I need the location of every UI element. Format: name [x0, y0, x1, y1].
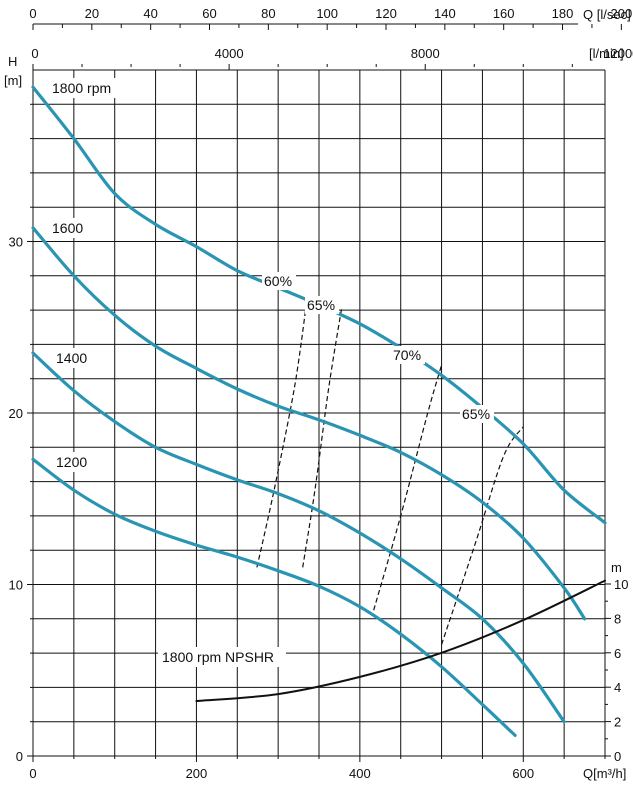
- top-axis-lsec: 0 20 40 60 80 100 120 140 160 180 200: [29, 6, 632, 30]
- label-bg: [305, 296, 339, 314]
- top-axis-lmin-tick-label: 8000: [411, 46, 440, 61]
- efficiency-line-2: [373, 364, 443, 611]
- head-axis-tick-label: 10: [9, 578, 23, 593]
- efficiency-lines: [256, 301, 524, 645]
- label-bg: [460, 405, 494, 423]
- top-axis-lmin-tick-label: 0: [31, 46, 38, 61]
- npshr-axis: 0 2 4 6 8 10: [605, 577, 628, 764]
- efficiency-label-65b: 65%: [462, 406, 490, 422]
- npshr-curve-group: [195, 579, 606, 702]
- head-curve-3: [31, 457, 517, 737]
- top-axis-lsec-tick-label: 40: [143, 6, 157, 21]
- head-curve-1: [31, 226, 587, 621]
- head-axis-tick-label: 30: [9, 235, 23, 250]
- label-bg: [262, 272, 296, 290]
- npshr-axis-tick-label: 8: [614, 611, 621, 626]
- efficiency-line-3: [441, 426, 524, 645]
- npshr-axis-tick-label: 0: [614, 749, 621, 764]
- npshr-label: 1800 rpm NPSHR: [162, 649, 274, 665]
- top-axis-lsec-tick-label: 20: [85, 6, 99, 21]
- top-axis-lsec-tick-label: 160: [493, 6, 515, 21]
- label-bg: [52, 452, 92, 472]
- npshr-axis-tick-label: 2: [614, 715, 621, 730]
- unit-labels: H [m] Q [l/sec] [l/min] m Q[m³/h]: [4, 7, 631, 781]
- top-axis-lsec-tick-label: 60: [202, 6, 216, 21]
- series-label-1200: 1200: [56, 454, 87, 470]
- top-axis-lsec-tick-label: 80: [261, 6, 275, 21]
- series-label-1600: 1600: [52, 220, 83, 236]
- label-bg: [391, 346, 425, 364]
- top-axis-lsec-tick-label: 0: [29, 6, 36, 21]
- efficiency-label-65a: 65%: [307, 297, 335, 313]
- flow-axis-tick-label: 0: [29, 766, 36, 781]
- series-label-1800: 1800 rpm: [52, 80, 111, 96]
- curve-labels: 1800 rpm 1600 1400 1200 1800 rpm NPSHR 6…: [48, 78, 494, 667]
- label-bg: [52, 348, 92, 368]
- top-axis-lmin-tick-label: 4000: [215, 46, 244, 61]
- top-axis-lmin-label: [l/min]: [589, 46, 624, 61]
- npshr-curve: [195, 579, 606, 702]
- flow-axis-tick-label: 400: [349, 766, 371, 781]
- flow-axis-tick-label: 600: [512, 766, 534, 781]
- label-bg: [158, 647, 286, 667]
- label-bg: [48, 218, 88, 238]
- top-axis-lsec-tick-label: 120: [375, 6, 397, 21]
- npshr-axis-tick-label: 6: [614, 646, 621, 661]
- label-bg: [48, 78, 118, 98]
- head-axis-tick-label: 20: [9, 406, 23, 421]
- efficiency-label-70: 70%: [393, 347, 421, 363]
- efficiency-label-60: 60%: [264, 273, 292, 289]
- head-axis-tick-label: 0: [16, 749, 23, 764]
- head-curve-2: [31, 351, 566, 724]
- efficiency-line-1: [302, 306, 343, 568]
- top-axis-lsec-tick-label: 140: [434, 6, 456, 21]
- head-axis: 0 10 20 30: [9, 103, 33, 764]
- flow-axis-label: Q[m³/h]: [583, 766, 626, 781]
- npshr-axis-tick-label: 4: [614, 680, 621, 695]
- chart-grid: [32, 69, 606, 757]
- flow-axis: 0 200 400 600: [29, 756, 606, 781]
- head-axis-label: H: [8, 54, 17, 69]
- top-axis-lsec-tick-label: 100: [316, 6, 338, 21]
- flow-axis-tick-label: 200: [186, 766, 208, 781]
- efficiency-line-0: [256, 301, 308, 568]
- top-axis-lsec-tick-label: 200: [611, 6, 633, 21]
- top-axis-lsec-tick-label: 180: [552, 6, 574, 21]
- npshr-axis-tick-label: 10: [614, 577, 628, 592]
- npshr-axis-label: m: [611, 560, 622, 575]
- head-axis-unit: [m]: [4, 73, 22, 88]
- head-curves: [31, 85, 607, 737]
- top-axis-lsec-label: Q [l/sec]: [583, 7, 631, 22]
- series-label-1400: 1400: [56, 350, 87, 366]
